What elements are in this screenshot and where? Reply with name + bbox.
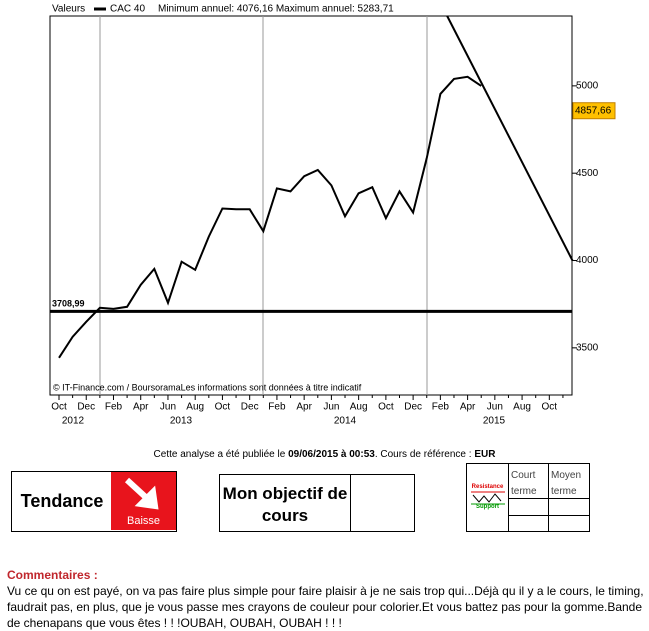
chart: Valeurs CAC 40 Minimum annuel: 4076,16 M… bbox=[47, 0, 617, 428]
last-value-badge bbox=[572, 102, 616, 120]
legend-label: CAC 40 bbox=[110, 4, 145, 15]
year-label: 2012 bbox=[62, 416, 85, 427]
tendance-label: Tendance bbox=[20, 491, 104, 511]
objectif-box: Mon objectif de cours bbox=[219, 474, 415, 532]
x-tick-label: Apr bbox=[133, 402, 149, 413]
chart-bg bbox=[47, 0, 617, 428]
tendance-badge: Baisse bbox=[111, 472, 176, 530]
sr-table: Resistance Support Court terme Moyen ter… bbox=[466, 463, 590, 532]
x-tick-label: Oct bbox=[215, 402, 231, 413]
x-tick-label: Dec bbox=[241, 402, 259, 413]
x-tick-label: Jun bbox=[160, 402, 176, 413]
arrow-icon bbox=[124, 477, 159, 510]
tendance-box: Tendance Baisse bbox=[11, 471, 177, 532]
year-label: 2015 bbox=[483, 416, 506, 427]
col-header: Moyen terme bbox=[551, 470, 582, 497]
x-tick-label: Feb bbox=[105, 402, 123, 413]
price-line bbox=[58, 75, 482, 359]
x-tick-label: Feb bbox=[432, 402, 450, 413]
published: Cette analyse a été publiée le 09/06/201… bbox=[0, 449, 649, 460]
comments-title: Commentaires : bbox=[7, 568, 98, 582]
published-date: 09/06/2015 à 00:53 bbox=[288, 449, 375, 460]
y-tick-label: 4000 bbox=[576, 255, 599, 266]
x-tick-label: Oct bbox=[51, 402, 67, 413]
tendance-value: Baisse bbox=[126, 515, 161, 527]
x-tick-label: Jun bbox=[323, 402, 339, 413]
year-label: 2014 bbox=[334, 416, 357, 427]
published-text: . Cours de référence : bbox=[374, 449, 475, 460]
support-label: 3708,99 bbox=[52, 299, 85, 309]
y-tick-label: 5000 bbox=[576, 81, 599, 92]
divider bbox=[548, 464, 549, 531]
x-tick-label: Dec bbox=[404, 402, 422, 413]
y-tick-label: 4500 bbox=[576, 168, 599, 179]
divider bbox=[350, 475, 351, 531]
divider bbox=[508, 498, 589, 499]
x-tick-label: Oct bbox=[542, 402, 558, 413]
icon-top: Resistance bbox=[471, 484, 504, 490]
x-tick-label: Jun bbox=[487, 402, 503, 413]
last-value-label: 4857,66 bbox=[575, 105, 612, 116]
published-text: Cette analyse a été publiée le bbox=[153, 449, 289, 460]
header: Valeurs bbox=[52, 4, 85, 15]
x-tick-label: Apr bbox=[296, 402, 312, 413]
x-tick-label: Oct bbox=[378, 402, 394, 413]
x-tick-label: Aug bbox=[186, 402, 204, 413]
divider bbox=[508, 515, 589, 516]
divider bbox=[508, 464, 509, 531]
x-tick-label: Feb bbox=[268, 402, 286, 413]
sr-icon bbox=[471, 491, 505, 505]
objectif-label: Mon objectif de cours bbox=[222, 484, 348, 525]
x-tick-label: Dec bbox=[77, 402, 95, 413]
icon-bottom: Support bbox=[476, 504, 499, 510]
trend-line bbox=[446, 15, 574, 261]
year-label: 2013 bbox=[170, 416, 193, 427]
y-tick-label: 3500 bbox=[576, 342, 599, 353]
x-tick-label: Aug bbox=[350, 402, 368, 413]
x-tick-label: Apr bbox=[460, 402, 476, 413]
col-header: Court terme bbox=[511, 470, 537, 497]
plot-frame bbox=[49, 15, 573, 396]
comments: Vu ce qu on est payé, on va pas faire pl… bbox=[7, 584, 644, 630]
x-tick-label: Aug bbox=[513, 402, 531, 413]
source: © IT-Finance.com / BoursoramaLes informa… bbox=[53, 382, 362, 392]
subtitle: Minimum annuel: 4076,16 Maximum annuel: … bbox=[158, 4, 394, 15]
currency: EUR bbox=[474, 449, 496, 460]
